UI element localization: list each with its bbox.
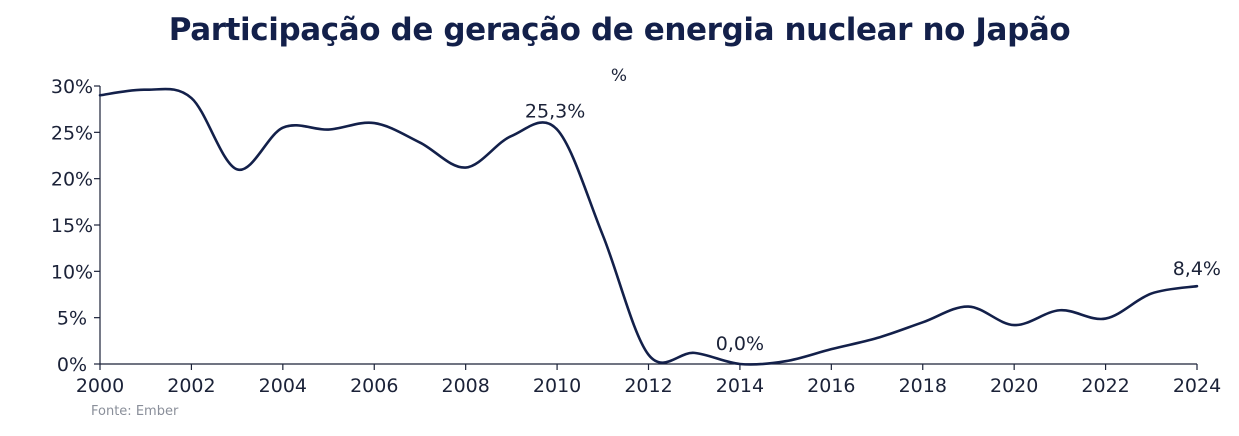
x-tick-label: 2016: [807, 375, 855, 397]
x-tick-label: 2000: [76, 375, 124, 397]
source-note: Fonte: Ember: [91, 404, 179, 419]
y-tick-label: 10%: [51, 261, 93, 283]
x-tick-label: 2012: [624, 375, 672, 397]
chart-title: Participação de geração de energia nucle…: [168, 12, 1071, 48]
axes: 0% 5% 10% 15% 20% 25% 30% 2000 2002 2004 2006 2008 2…: [51, 66, 1221, 397]
x-tick-label: 2002: [167, 375, 215, 397]
x-tick-label: 2024: [1173, 375, 1221, 397]
series-layer: [98, 87, 1199, 366]
unit-label: %: [611, 66, 627, 86]
y-tick-label: 0%: [57, 354, 87, 376]
y-tick-label: 5%: [57, 308, 87, 330]
x-tick-label: 2018: [899, 375, 947, 397]
y-tick-label: 25%: [51, 122, 93, 144]
data-label: 8,4%: [1173, 258, 1221, 280]
data-label: 25,3%: [525, 101, 585, 123]
data-label: 0,0%: [716, 333, 764, 355]
x-tick-label: 2022: [1081, 375, 1129, 397]
x-tick-label: 2004: [259, 375, 307, 397]
y-tick-label: 15%: [51, 215, 93, 237]
x-tick-label: 2010: [533, 375, 581, 397]
labels-layer: 25,3% 0,0% 8,4%: [525, 101, 1221, 355]
series-line: [98, 87, 1199, 366]
y-tick-label: 30%: [51, 76, 93, 98]
y-tick-label: 20%: [51, 169, 93, 191]
x-tick-label: 2014: [716, 375, 764, 397]
x-tick-label: 2008: [441, 375, 489, 397]
x-tick-label: 2020: [990, 375, 1038, 397]
x-tick-label: 2006: [350, 375, 398, 397]
